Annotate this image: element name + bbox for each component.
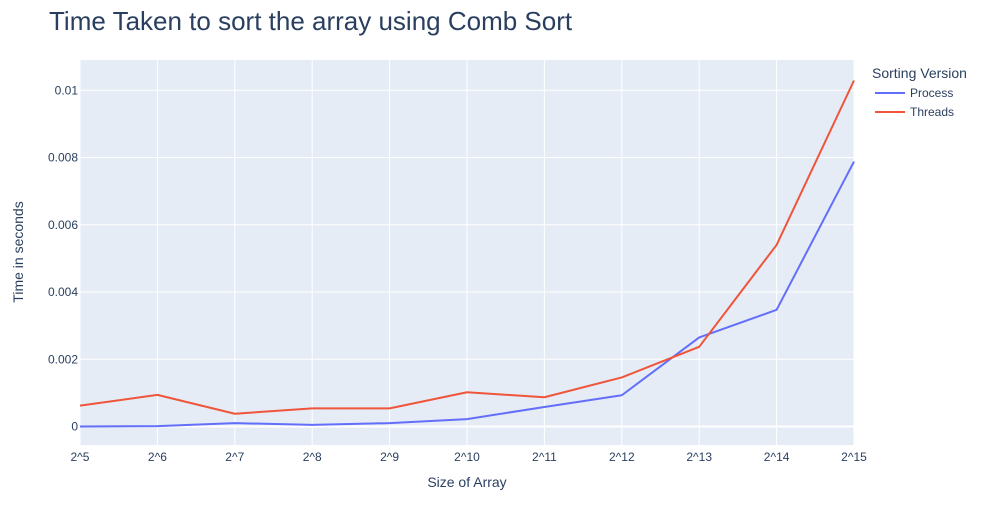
legend-label: Process [910,86,953,100]
legend-item-threads[interactable]: Threads [875,105,954,119]
x-tick-label: 2^8 [303,450,322,464]
x-tick-label: 2^10 [454,450,480,464]
x-tick-label: 2^7 [225,450,244,464]
y-axis-title: Time in seconds [10,201,26,302]
x-tick-label: 2^5 [71,450,90,464]
x-tick-label: 2^6 [148,450,167,464]
y-tick-label: 0.008 [48,151,78,165]
chart-title: Time Taken to sort the array using Comb … [49,6,573,36]
x-tick-label: 2^11 [532,450,557,464]
series-line-process[interactable] [79,161,855,428]
legend-label: Threads [910,105,954,119]
series-lines [79,80,855,428]
x-tick-label: 2^12 [609,450,635,464]
y-tick-label: 0.004 [48,285,78,299]
x-tick-label: 2^14 [764,450,790,464]
legend-item-process[interactable]: Process [875,86,953,100]
x-tick-labels: 2^5 2^6 2^7 2^8 2^9 2^10 2^11 2^12 2^13 2^14 2^15 [71,450,868,464]
x-axis-title: Size of Array [427,474,506,490]
y-tick-label: 0.002 [48,352,78,366]
legend-items[interactable]: Process Threads [875,86,954,119]
series-line-threads[interactable] [79,80,855,415]
x-tick-label: 2^13 [686,450,712,464]
y-tick-labels: 0 0.002 0.004 0.006 0.008 0.01 [48,83,78,433]
x-tick-label: 2^9 [380,450,399,464]
y-tick-label: 0.01 [55,83,79,97]
y-tick-label: 0.006 [48,218,78,232]
y-tick-label: 0 [71,420,78,434]
x-tick-label: 2^15 [841,450,867,464]
y-gridlines [80,89,854,428]
legend-title: Sorting Version [872,65,967,81]
x-gridlines [79,60,855,445]
legend[interactable]: Sorting Version Process Threads [872,65,967,119]
